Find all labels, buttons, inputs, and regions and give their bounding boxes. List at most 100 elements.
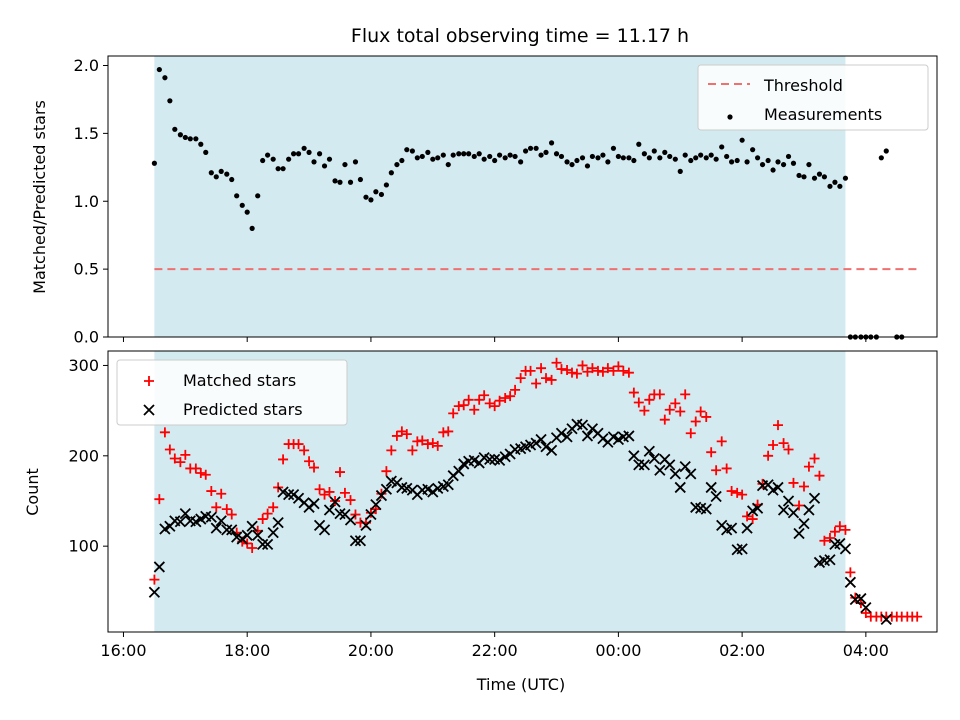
measurement-point [265,152,271,158]
matched-star-point [432,440,443,451]
matched-star-point [159,427,170,438]
matched-star-point [422,439,433,450]
predicted-star-point [221,524,233,536]
predicted-star-point [535,433,547,446]
bottom-y-tick-label: 300 [68,356,99,375]
measurement-point [255,193,261,199]
matched-star-point [834,521,845,532]
predicted-star-point [710,490,722,503]
matched-star-point [711,465,722,476]
matched-star-point [443,426,454,437]
measurement-point [754,155,761,161]
top-legend: Threshold Measurements [697,64,929,131]
matched-star-point [438,427,449,438]
predicted-star-point [360,519,372,532]
measurement-point [595,155,601,161]
predicted-star-point [628,450,640,462]
measurement-point [780,161,787,168]
predicted-star-point [329,496,341,508]
matched-star-point [623,367,634,378]
predicted-star-point [839,543,852,555]
matched-star-point [226,509,237,520]
measurement-point [533,145,539,151]
matched-star-point [587,363,598,374]
legend-label: Matched stars [183,371,296,390]
predicted-star-point [148,586,161,598]
predicted-star-point [236,533,248,545]
x-tick-label: 00:00 [595,641,641,660]
bottom-series-1 [149,357,923,622]
matched-star-point [654,389,665,400]
matched-star-point [757,478,768,489]
measurement-point [456,151,462,157]
matched-star-point [556,364,567,375]
measurement-point [811,175,818,181]
measurement-point [234,193,240,199]
matched-star-point [845,567,856,578]
matched-star-point [788,477,799,488]
legend-label: Measurements [764,105,882,124]
matched-star-point [494,395,505,406]
matched-star-point [525,365,536,376]
measurement-point [363,194,369,200]
measurement-point [399,157,405,164]
measurement-point [569,161,575,168]
top-y-tick-label: 1.0 [74,192,99,211]
measurement-point [187,136,193,142]
measurement-point [435,155,441,161]
predicted-star-point [772,481,784,494]
measurement-point [522,148,529,154]
measurement-point [414,155,420,161]
predicted-star-point [370,498,382,511]
measurement-point [471,153,477,160]
measurement-point [151,160,157,166]
matched-star-point [809,453,820,464]
bottom-y-axis-label: Count [23,468,42,516]
predicted-star-point [344,514,357,526]
measurement-point [558,153,565,160]
matched-star-point [768,439,779,450]
matched-star-point [175,457,186,468]
matched-star-point [592,365,603,376]
matched-star-point [716,436,727,447]
bottom-series-2 [148,418,892,625]
x-tick-label: 16:00 [100,641,146,660]
predicted-star-point [493,454,506,466]
predicted-star-point [283,489,295,501]
predicted-star-point [257,538,269,550]
matched-star-point [726,486,737,497]
measurement-point [342,161,348,168]
matched-star-point [685,428,696,439]
measurement-point [487,153,493,160]
predicted-star-point [643,445,655,457]
measurement-point [631,157,637,164]
chart-title: Flux total observing time = 11.17 h [351,25,689,47]
matched-star-point [474,394,485,405]
legend-label: Threshold [763,76,843,95]
predicted-star-point [442,479,454,491]
matched-star-point [546,374,557,385]
predicted-star-point [545,444,558,457]
top-y-tick-label: 0.5 [74,260,99,279]
matched-star-point [628,387,639,398]
predicted-star-point [205,511,217,523]
measurement-point [574,157,580,164]
x-tick-label: 18:00 [224,641,270,660]
measurement-point [198,141,204,147]
measurement-point [156,66,162,73]
predicted-star-point [349,535,362,547]
measurement-point [765,157,771,164]
measurement-point [373,189,379,195]
measurement-point [512,153,518,160]
matched-star-point [551,357,562,368]
x-tick-label: 02:00 [719,641,765,660]
measurement-point [378,191,385,198]
predicted-star-point [277,486,289,498]
predicted-star-point [261,538,274,550]
predicted-star-point [844,576,857,588]
matched-star-point [262,508,273,519]
predicted-star-point [685,468,697,480]
matched-star-point [154,494,165,505]
measurement-point [698,152,704,158]
